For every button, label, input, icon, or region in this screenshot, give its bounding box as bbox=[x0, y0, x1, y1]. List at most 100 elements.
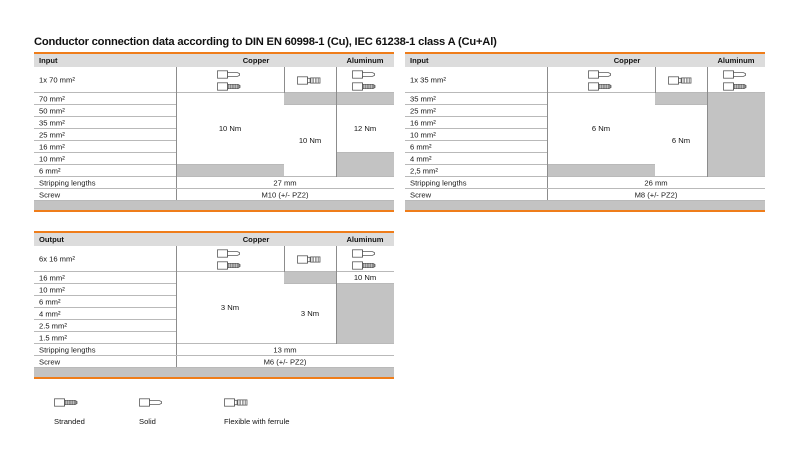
solid-conductor-icon bbox=[217, 248, 243, 258]
stripping-lengths-value: 13 mm bbox=[273, 345, 297, 354]
disabled-cell-aluminum bbox=[336, 284, 394, 344]
column-header-aluminum: Aluminum bbox=[717, 56, 755, 65]
solid-conductor-icon bbox=[352, 248, 378, 258]
footer-divider bbox=[176, 344, 177, 355]
column-divider-aluminum bbox=[336, 67, 337, 177]
cross-section-label: 50 mm² bbox=[39, 106, 65, 115]
stranded-conductor-icon bbox=[54, 396, 85, 408]
table-accent-bar-bottom bbox=[405, 210, 765, 212]
copper-ferrule-icons bbox=[284, 246, 336, 272]
table-header-row: Input Copper Aluminum bbox=[34, 54, 394, 67]
torque-aluminum: 10 Nm bbox=[336, 272, 394, 284]
footer-divider bbox=[176, 356, 177, 367]
torque-copper-ferrule: 6 Nm bbox=[655, 105, 707, 177]
legend-item: Flexible with ferrule bbox=[224, 396, 289, 426]
cross-section-label: 2,5 mm² bbox=[410, 166, 438, 175]
torque-copper-solid: 10 Nm bbox=[176, 93, 284, 165]
column-divider-first bbox=[176, 67, 177, 177]
table-accent-bar-top bbox=[34, 231, 394, 233]
cross-section-label: 6 mm² bbox=[39, 297, 61, 306]
column-header-aluminum: Aluminum bbox=[346, 56, 384, 65]
conductor-size-label: 6x 16 mm² bbox=[39, 254, 75, 263]
disabled-cell-copper-solid bbox=[176, 165, 284, 177]
stranded-conductor-icon bbox=[217, 260, 243, 270]
column-header-first: Input bbox=[410, 56, 429, 65]
cross-section-label: 1.5 mm² bbox=[39, 333, 67, 342]
torque-copper-solid: 6 Nm bbox=[547, 93, 655, 165]
legend-item: Stranded bbox=[54, 396, 85, 426]
footer-divider bbox=[547, 177, 548, 188]
stripping-lengths-label: Stripping lengths bbox=[39, 178, 96, 187]
screw: Screw M8 (+/- PZ2) bbox=[405, 189, 765, 201]
solid-conductor-icon bbox=[588, 69, 614, 79]
stripping-lengths: Stripping lengths 27 mm bbox=[34, 177, 394, 189]
stranded-conductor-icon bbox=[588, 81, 614, 91]
footer-divider bbox=[547, 189, 548, 200]
column-divider-copper-sub bbox=[655, 67, 656, 93]
copper-solid-icons bbox=[176, 67, 284, 93]
stranded-conductor-icon bbox=[352, 260, 378, 270]
screw-label: Screw bbox=[410, 190, 432, 199]
screw: Screw M6 (+/- PZ2) bbox=[34, 356, 394, 368]
table-body: 1x 35 mm² 35 mm² 25 mm² 16 mm² 10 mm² 6 mm² 4 … bbox=[405, 67, 765, 177]
column-divider-aluminum bbox=[336, 246, 337, 344]
disabled-cell-copper-ferrule bbox=[284, 272, 336, 284]
copper-ferrule-icons bbox=[284, 67, 336, 93]
stranded-conductor-icon bbox=[723, 81, 749, 91]
column-header-aluminum: Aluminum bbox=[346, 235, 384, 244]
torque-copper-ferrule: 3 Nm bbox=[284, 284, 336, 344]
aluminum-icons bbox=[707, 67, 765, 93]
screw-value: M10 (+/- PZ2) bbox=[261, 190, 309, 199]
aluminum-icons bbox=[336, 246, 394, 272]
table-input-35: Input Copper Aluminum 1x 35 mm² 35 mm² 25 mm²… bbox=[405, 52, 765, 212]
column-header-copper: Copper bbox=[613, 56, 641, 65]
legend: Stranded Solid Flexible with ferrule bbox=[34, 396, 374, 436]
torque-aluminum: 12 Nm bbox=[336, 105, 394, 153]
stripping-lengths-label: Stripping lengths bbox=[410, 178, 467, 187]
cross-section-label: 25 mm² bbox=[39, 130, 65, 139]
table-input-70: Input Copper Aluminum 1x 70 mm² 70 mm² 50 mm²… bbox=[34, 52, 394, 212]
column-header-first: Output bbox=[39, 235, 64, 244]
page-title: Conductor connection data according to D… bbox=[34, 36, 497, 48]
stripping-lengths-value: 27 mm bbox=[273, 178, 297, 187]
screw-value: M8 (+/- PZ2) bbox=[634, 190, 678, 199]
disabled-cell-aluminum bbox=[336, 153, 394, 177]
table-output-16: Output Copper Aluminum 6x 16 mm² 16 mm² 10 mm… bbox=[34, 231, 394, 379]
stripping-lengths-label: Stripping lengths bbox=[39, 345, 96, 354]
cross-section-label: 16 mm² bbox=[39, 273, 65, 282]
column-divider-copper-sub bbox=[284, 246, 285, 272]
cross-section-label: 4 mm² bbox=[410, 154, 432, 163]
column-header-copper: Copper bbox=[242, 56, 270, 65]
table-header-row: Output Copper Aluminum bbox=[34, 233, 394, 246]
column-divider-first bbox=[547, 67, 548, 177]
stripping-lengths: Stripping lengths 13 mm bbox=[34, 344, 394, 356]
copper-solid-icons bbox=[547, 67, 655, 93]
size-row: 6x 16 mm² bbox=[34, 246, 394, 272]
footer-divider bbox=[176, 177, 177, 188]
table-accent-bar-top bbox=[405, 52, 765, 54]
ferrule-conductor-icon bbox=[297, 254, 323, 264]
column-header-copper: Copper bbox=[242, 235, 270, 244]
ferrule-conductor-icon bbox=[668, 75, 694, 85]
cross-section-label: 10 mm² bbox=[39, 154, 65, 163]
cross-section-label: 35 mm² bbox=[410, 94, 436, 103]
copper-solid-icons bbox=[176, 246, 284, 272]
column-divider-aluminum bbox=[707, 67, 708, 177]
solid-conductor-icon bbox=[352, 69, 378, 79]
disabled-cell-copper-ferrule bbox=[284, 93, 336, 105]
ferrule-conductor-icon bbox=[297, 75, 323, 85]
cross-section-label: 16 mm² bbox=[410, 118, 436, 127]
screw-label: Screw bbox=[39, 190, 61, 199]
table-footer-band bbox=[405, 201, 765, 210]
table-accent-bar-bottom bbox=[34, 377, 394, 379]
screw-value: M6 (+/- PZ2) bbox=[263, 357, 307, 366]
footer-divider bbox=[176, 189, 177, 200]
cross-section-label: 25 mm² bbox=[410, 106, 436, 115]
cross-section-label: 10 mm² bbox=[410, 130, 436, 139]
stripping-lengths-value: 26 mm bbox=[644, 178, 668, 187]
cross-section-label: 2.5 mm² bbox=[39, 321, 67, 330]
table-body: 6x 16 mm² 16 mm² 10 mm² 6 mm² 4 mm² 2.5 mm² 1.… bbox=[34, 246, 394, 344]
legend-item: Solid bbox=[139, 396, 165, 426]
cross-section-label: 4 mm² bbox=[39, 309, 61, 318]
cross-section-label: 70 mm² bbox=[39, 94, 65, 103]
